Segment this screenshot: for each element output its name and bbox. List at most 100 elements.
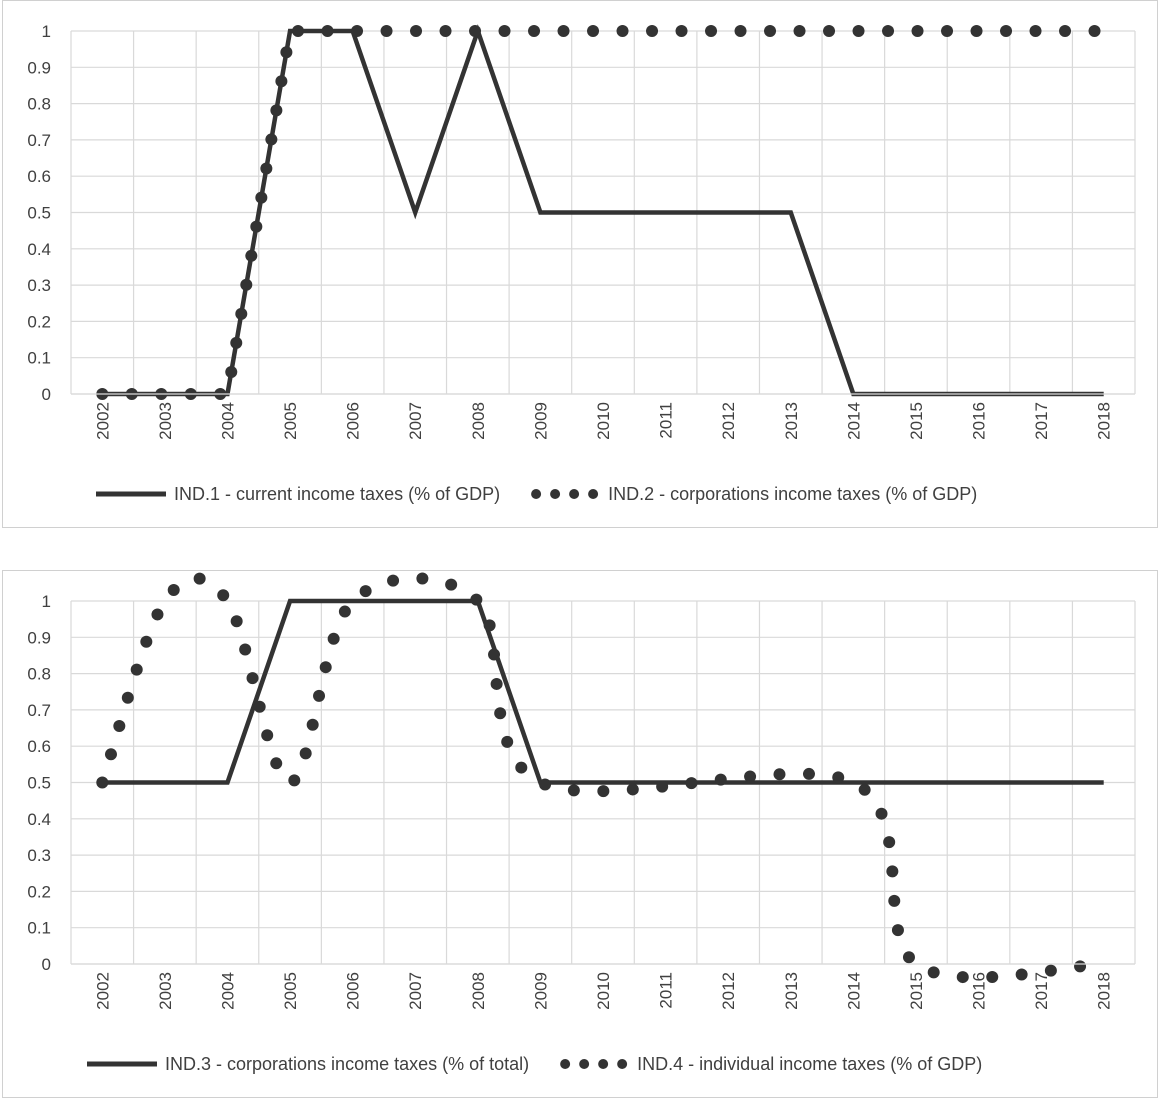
x-tick-label: 2015 — [907, 402, 926, 440]
series-point — [225, 366, 238, 379]
series-point — [875, 807, 888, 820]
series-point — [470, 593, 483, 606]
legend-swatch-dot — [598, 1059, 609, 1069]
legend-label-1: IND.1 - current income taxes (% of GDP) — [174, 484, 500, 504]
series-point — [902, 951, 915, 964]
series-point — [488, 648, 501, 661]
legend-swatch-dot — [579, 1059, 590, 1069]
y-tick-label: 0 — [42, 385, 51, 404]
series-point — [1074, 960, 1087, 973]
series-point — [802, 767, 815, 780]
series-point — [250, 220, 263, 233]
series-point — [439, 25, 452, 37]
series-point — [773, 768, 786, 781]
series-point — [230, 336, 243, 349]
legend-swatch-dot — [560, 1059, 571, 1069]
x-tick-label: 2015 — [907, 972, 926, 1010]
series-point — [501, 735, 514, 748]
x-tick-label: 2018 — [1095, 402, 1114, 440]
series-point — [1015, 968, 1028, 981]
y-tick-label: 1 — [42, 22, 51, 41]
series-dots-2 — [96, 25, 1101, 400]
y-tick-label: 0.7 — [27, 131, 51, 150]
series-point — [1044, 964, 1057, 977]
series-point — [539, 778, 552, 791]
x-tick-label: 2012 — [719, 972, 738, 1010]
series-point — [246, 672, 259, 685]
series-point — [292, 25, 305, 37]
series-point — [587, 25, 600, 37]
series-point — [986, 971, 999, 984]
series-point — [299, 747, 312, 760]
series-point — [253, 700, 266, 713]
series-point — [338, 605, 351, 618]
x-tick-label: 2013 — [782, 972, 801, 1010]
y-tick-label: 0.6 — [27, 737, 51, 756]
legend: IND.3 - corporations income taxes (% of … — [87, 1054, 982, 1074]
x-tick-label: 2018 — [1095, 972, 1114, 1010]
series-point — [327, 632, 340, 645]
x-tick-label: 2008 — [469, 402, 488, 440]
series-point — [288, 774, 301, 787]
series-point — [528, 25, 541, 37]
x-tick-label: 2010 — [594, 972, 613, 1010]
x-tick-label: 2016 — [970, 402, 989, 440]
series-point — [151, 608, 164, 621]
series-point — [714, 773, 727, 786]
series-point — [130, 663, 143, 676]
x-tick-label: 2005 — [281, 972, 300, 1010]
series-point — [911, 25, 924, 37]
series-point — [235, 307, 248, 320]
x-tick-label: 2002 — [93, 972, 112, 1010]
y-tick-label: 1 — [42, 592, 51, 611]
chart-2-svg: 0 0.1 0.2 0.3 0.4 0.5 0.6 0.7 0.8 0.9 1 2002 2003 200… — [27, 572, 1136, 1074]
series-point — [167, 583, 180, 596]
series-point — [956, 971, 969, 984]
series-point — [239, 643, 252, 656]
legend-label-2: IND.4 - individual income taxes (% of GD… — [637, 1054, 982, 1074]
series-point — [490, 677, 503, 690]
series-point — [217, 589, 230, 602]
series-point — [685, 777, 698, 790]
series-point — [1088, 25, 1101, 37]
series-point — [498, 25, 511, 37]
series-point — [270, 757, 283, 770]
series-point — [1000, 25, 1013, 37]
x-tick-label: 2004 — [218, 402, 237, 440]
series-point — [321, 25, 334, 37]
legend: IND.1 - current income taxes (% of GDP) I… — [96, 484, 977, 504]
series-point — [626, 783, 639, 796]
x-tick-label: 2005 — [281, 402, 300, 440]
y-tick-label: 0.6 — [27, 167, 51, 186]
series-point — [941, 25, 954, 37]
series-point — [888, 894, 901, 907]
series-point — [387, 574, 400, 587]
x-tick-label: 2013 — [782, 402, 801, 440]
series-point — [104, 748, 117, 761]
series-point — [1059, 25, 1072, 37]
series-point — [410, 25, 423, 37]
x-tick-label: 2012 — [719, 402, 738, 440]
series-point — [265, 133, 278, 146]
y-tick-label: 0.9 — [27, 628, 51, 647]
y-tick-label: 0.1 — [27, 919, 51, 938]
y-tick-label: 0.8 — [27, 95, 51, 114]
series-point — [557, 25, 570, 37]
series-point — [567, 784, 580, 797]
series-line-1 — [102, 598, 1104, 785]
series-point — [240, 278, 253, 291]
legend-label-1: IND.3 - corporations income taxes (% of … — [165, 1054, 529, 1074]
x-tick-label: 2008 — [469, 972, 488, 1010]
chart-1: 0 0.1 0.2 0.3 0.4 0.5 0.6 0.7 0.8 0.9 1 2002 2003 200… — [2, 0, 1158, 528]
series-point — [656, 780, 669, 793]
series-point — [121, 691, 134, 704]
legend-swatch-dot — [569, 489, 580, 499]
series-point — [1029, 25, 1042, 37]
y-tick-label: 0 — [42, 955, 51, 974]
legend-swatch-dot — [588, 489, 599, 499]
gridlines — [70, 30, 1136, 395]
series-point — [416, 572, 429, 585]
x-tick-label: 2017 — [1032, 972, 1051, 1010]
series-point — [734, 25, 747, 37]
series-point — [245, 249, 258, 262]
